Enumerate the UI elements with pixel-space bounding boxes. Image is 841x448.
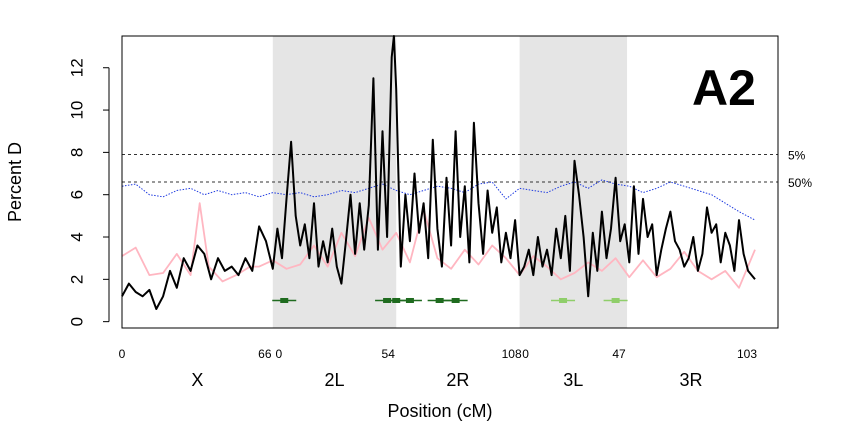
- threshold-lines: 5% 50%: [122, 148, 812, 190]
- arm-end-label-0: 66: [258, 347, 272, 361]
- y-tick-label-6: 12: [67, 58, 86, 77]
- marker-block-4: [435, 297, 444, 303]
- series-line-0: [121, 202, 756, 289]
- arm-end-label-2: 108: [502, 347, 522, 361]
- arm-end-label-4: 103: [737, 347, 757, 361]
- marker-segments: [272, 297, 628, 303]
- arm-start-label-1: 0: [275, 347, 282, 361]
- arm-end-label-3: 47: [612, 347, 626, 361]
- marker-block-6: [559, 297, 568, 303]
- marker-block-3: [405, 297, 414, 303]
- y-tick-label-3: 6: [67, 190, 86, 199]
- y-axis: 0 2 4 6 8 10 12: [67, 58, 110, 326]
- marker-block-7: [611, 297, 620, 303]
- plot-frame: [121, 35, 779, 329]
- arm-name-x: X: [191, 370, 203, 390]
- arm-start-label-0: 0: [119, 347, 126, 361]
- y-tick-label-0: 0: [67, 317, 86, 326]
- y-axis-title: Percent D: [5, 142, 25, 222]
- arm-name-3l: 3L: [563, 370, 583, 390]
- series-lines: [121, 35, 756, 310]
- arm-end-label-1: 54: [382, 347, 396, 361]
- y-tick-label-1: 2: [67, 275, 86, 284]
- x-axis-title: Position (cM): [387, 401, 492, 421]
- series-line-2: [121, 35, 756, 310]
- arm-name-2r: 2R: [446, 370, 469, 390]
- arm-name-2l: 2L: [325, 370, 345, 390]
- y-tick-label-5: 10: [67, 101, 86, 120]
- panel-label: A2: [692, 60, 756, 116]
- series-line-1: [121, 179, 756, 221]
- arm-start-label-3: 0: [522, 347, 529, 361]
- threshold-label-0: 5%: [788, 148, 806, 162]
- y-tick-label-2: 4: [67, 232, 86, 241]
- y-tick-label-4: 8: [67, 148, 86, 157]
- threshold-label-1: 50%: [788, 176, 812, 190]
- marker-block-0: [280, 297, 289, 303]
- marker-block-2: [392, 297, 401, 303]
- marker-block-5: [451, 297, 460, 303]
- arm-name-3r: 3R: [680, 370, 703, 390]
